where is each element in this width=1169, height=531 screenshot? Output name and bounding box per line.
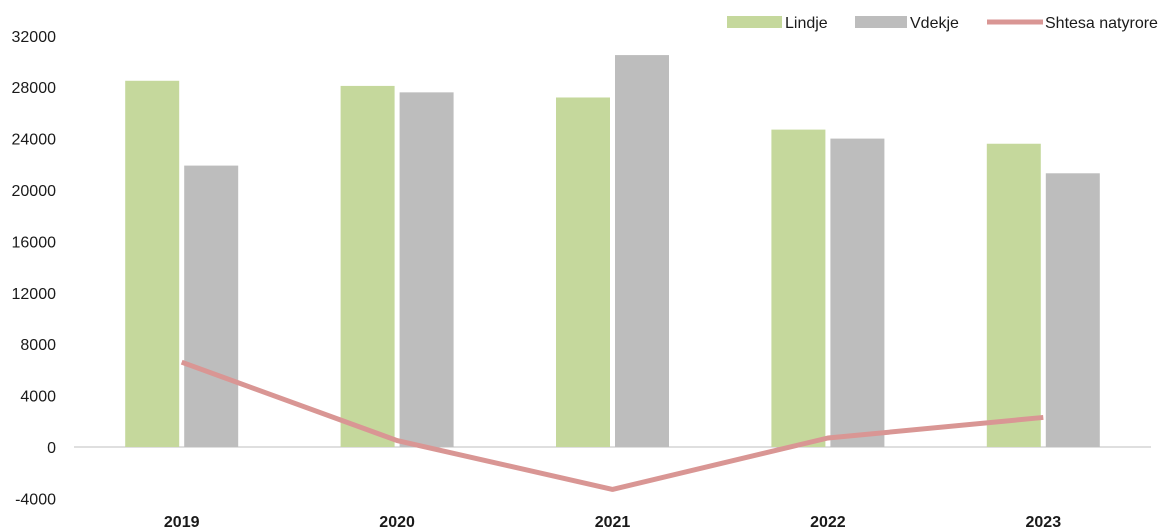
y-tick-label: 8000 xyxy=(20,337,56,354)
legend-label-lindje: Lindje xyxy=(785,15,828,32)
bar-vdekje-2021 xyxy=(615,55,669,447)
bar-lindje-2020 xyxy=(340,85,395,447)
y-tick-label: 24000 xyxy=(12,132,57,149)
bar-series-group xyxy=(125,55,1100,448)
x-tick-label: 2023 xyxy=(1026,514,1062,531)
legend-label-vdekje: Vdekje xyxy=(910,15,959,32)
legend: Lindje Vdekje Shtesa natyrore xyxy=(727,15,1158,32)
y-tick-label: 16000 xyxy=(12,234,57,251)
bar-lindje-2021 xyxy=(556,97,610,447)
line-series-group xyxy=(180,359,1044,492)
y-tick-label: 4000 xyxy=(20,389,56,406)
bar-vdekje-2023 xyxy=(1045,173,1100,448)
bar-lindje-2019 xyxy=(125,80,180,448)
x-tick-label: 2019 xyxy=(164,514,200,531)
x-axis-labels: 2019 2020 2021 2022 2023 xyxy=(164,514,1061,531)
y-tick-label: 12000 xyxy=(12,286,57,303)
legend-label-shtesa-natyrore: Shtesa natyrore xyxy=(1045,15,1158,32)
y-tick-label: 32000 xyxy=(12,29,57,46)
y-tick-label: 20000 xyxy=(12,183,57,200)
bar-vdekje-2020 xyxy=(399,92,454,447)
bar-vdekje-2019 xyxy=(184,165,239,447)
x-tick-label: 2020 xyxy=(379,514,415,531)
bar-lindje-2023 xyxy=(986,143,1041,448)
y-tick-label: 0 xyxy=(47,440,56,457)
bar-vdekje-2022 xyxy=(830,138,885,447)
x-tick-label: 2021 xyxy=(595,514,631,531)
y-axis-ticks: -4000 0 4000 8000 12000 16000 20000 24000 28000 3… xyxy=(12,29,57,509)
line-shtesa-natyrore xyxy=(180,359,1044,492)
y-tick-label: -4000 xyxy=(15,491,56,508)
bar-lindje-2022 xyxy=(771,129,826,448)
legend-swatch-lindje xyxy=(727,16,782,28)
y-tick-label: 28000 xyxy=(12,80,57,97)
legend-swatch-vdekje xyxy=(855,16,907,28)
x-tick-label: 2022 xyxy=(810,514,846,531)
